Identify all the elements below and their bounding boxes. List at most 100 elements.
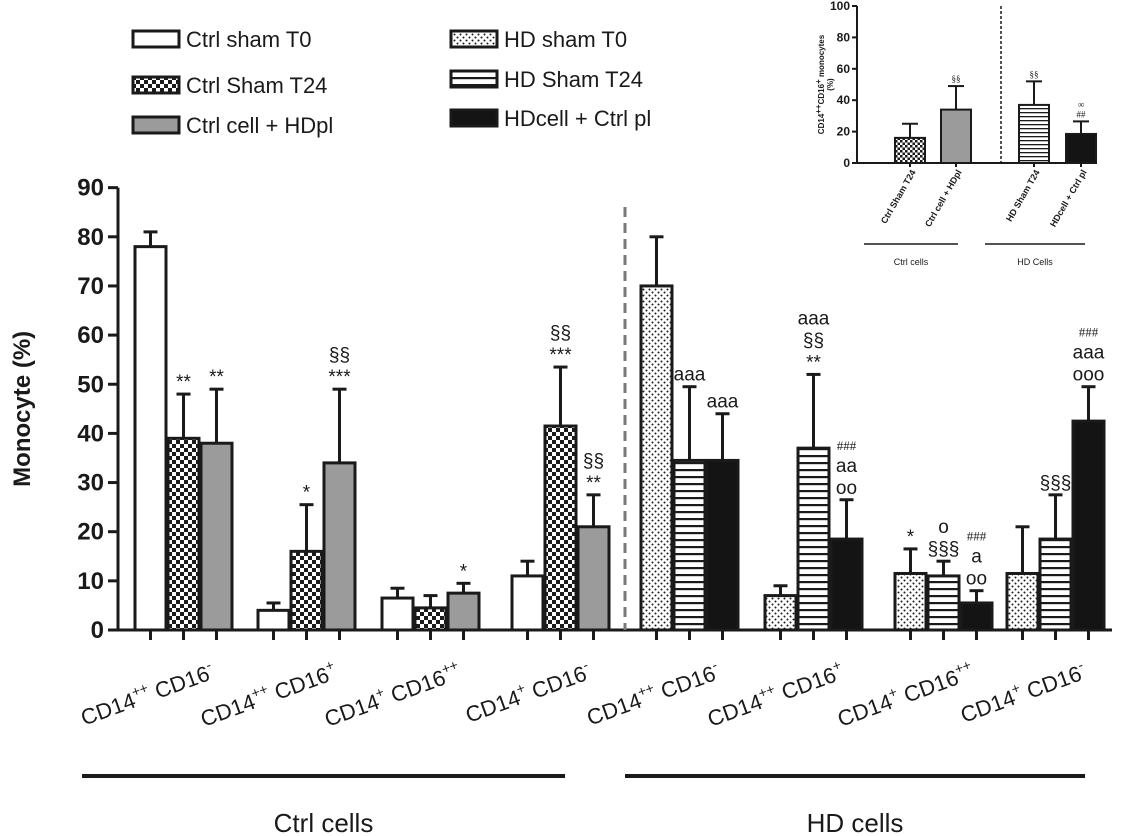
x-category-label: CD14+ CD16-	[956, 656, 1089, 727]
y-tick-label: 60	[77, 322, 104, 349]
significance-label: aaa	[674, 365, 706, 386]
legend-swatch-hd-sham-t24	[449, 69, 499, 89]
bar-hd-sham-t0	[763, 594, 798, 632]
legend-swatch-ctrl-sham-t0	[131, 29, 181, 49]
bar-hd-sham-t24	[1038, 537, 1073, 632]
inset-x-category-label: Ctrl Sham T24	[879, 168, 918, 225]
legend-label-ctrl-cell-hdpl: Ctrl cell + HDpl	[186, 113, 333, 138]
y-tick-label: 80	[77, 224, 104, 251]
inset-group-label: Ctrl cells	[894, 257, 929, 267]
bar-hd-sham-t0	[893, 571, 928, 632]
y-tick-label: 70	[77, 273, 104, 300]
bar-hdcell-ctrl-pl	[959, 601, 994, 632]
inset-y-axis-unit: (%)	[826, 78, 835, 91]
significance-label: **	[209, 367, 224, 388]
inset-y-tick-label: 100	[830, 0, 850, 13]
significance-label: ooo	[1073, 365, 1105, 386]
significance-label: aaa	[798, 308, 830, 329]
bar-ctrl-sham-t24	[413, 606, 448, 632]
significance-label: §§	[803, 330, 824, 351]
group-label: Ctrl cells	[274, 808, 374, 836]
significance-label: §§	[550, 323, 571, 344]
legend-label-hdcell-ctrl-pl: HDcell + Ctrl pl	[504, 106, 651, 131]
y-tick-label: 90	[77, 175, 104, 202]
bar-ctrl-cell-hdpl	[322, 461, 357, 632]
inset-significance-label: §§	[952, 74, 961, 84]
x-category-label: CD14++ CD16-	[76, 656, 217, 730]
bar-hd-sham-t24	[796, 446, 831, 632]
legend-label-hd-sham-t0: HD sham T0	[504, 27, 627, 52]
inset-y-tick-label: 60	[837, 62, 851, 76]
bar-ctrl-sham-t0	[380, 596, 415, 632]
significance-label: ###	[1079, 325, 1099, 340]
significance-label: §§§	[928, 539, 960, 560]
legend-swatch-hd-sham-t0	[449, 29, 499, 49]
significance-label: ###	[837, 438, 857, 453]
inset-bar-hdcell-ctrl-pl	[1065, 132, 1097, 165]
inset-y-tick-label: 0	[843, 156, 850, 170]
significance-label: **	[806, 352, 821, 373]
bar-hd-sham-t24	[926, 574, 961, 632]
significance-label: §§§	[1040, 473, 1072, 494]
significance-label: aa	[836, 456, 858, 477]
inset-y-axis-title: CD14++CD16+ monocytes	[814, 34, 826, 134]
bar-hdcell-ctrl-pl	[1071, 419, 1106, 632]
inset-significance-label: ##	[1077, 109, 1087, 119]
y-tick-label: 30	[77, 470, 104, 497]
bar-ctrl-sham-t24	[543, 424, 578, 632]
y-tick-label: 20	[77, 519, 104, 546]
significance-label: *	[303, 483, 311, 504]
legend-label-ctrl-sham-t0: Ctrl sham T0	[186, 27, 312, 52]
inset-y-tick-label: 40	[837, 93, 851, 107]
y-axis-title: Monocyte (%)	[9, 331, 36, 487]
y-tick-label: 50	[77, 371, 104, 398]
inset-significance-label: §§	[1030, 69, 1039, 79]
legend-swatch-ctrl-cell-hdpl	[131, 115, 181, 135]
significance-label: **	[586, 473, 601, 494]
y-tick-label: 40	[77, 420, 104, 447]
bar-ctrl-sham-t24	[289, 549, 324, 632]
significance-label: ***	[549, 345, 572, 366]
bar-ctrl-cell-hdpl	[576, 525, 611, 632]
significance-label: o	[938, 517, 949, 538]
significance-label: aaa	[707, 392, 739, 413]
significance-label: *	[907, 527, 915, 548]
x-category-label: CD14+ CD16++	[320, 656, 464, 731]
bar-hd-sham-t0	[1005, 571, 1040, 632]
inset-chart: 0 20 40 60 80 100 CD14++CD16+ monocytes(%) Ctrl…	[814, 0, 1097, 267]
x-category-label: CD14++ CD16+	[196, 656, 340, 731]
bar-ctrl-sham-t24	[166, 436, 201, 632]
inset-y-tick-label: 20	[837, 125, 851, 139]
bar-ctrl-cell-hdpl	[446, 591, 481, 632]
significance-label: a	[971, 547, 982, 568]
inset-significance-label: ∞	[1078, 99, 1084, 109]
inset-group-label: HD Cells	[1017, 257, 1053, 267]
significance-label: §§	[329, 345, 350, 366]
inset-bar-ctrl-cell-hdpl	[940, 108, 972, 165]
y-tick-label: 10	[77, 568, 104, 595]
significance-label: oo	[836, 478, 857, 499]
bar-hdcell-ctrl-pl	[705, 458, 740, 632]
bar-hd-sham-t24	[672, 458, 707, 632]
legend-label-ctrl-sham-t24: Ctrl Sham T24	[186, 73, 327, 98]
inset-x-category-label: HD Sham T24	[1004, 168, 1042, 223]
bar-hdcell-ctrl-pl	[829, 537, 864, 632]
x-category-label: CD14+ CD16++	[833, 656, 977, 731]
significance-label: ***	[328, 367, 351, 388]
x-category-label: CD14++ CD16-	[582, 656, 723, 730]
x-category-label: CD14+ CD16-	[461, 656, 594, 727]
bar-ctrl-sham-t0	[510, 574, 545, 632]
significance-label: **	[176, 372, 191, 393]
significance-label: oo	[966, 569, 987, 590]
inset-bar-hd-sham-t24	[1018, 103, 1050, 165]
significance-label: *	[460, 561, 468, 582]
legend-swatch-hdcell-ctrl-pl	[449, 108, 499, 128]
legend-swatch-ctrl-sham-t24	[131, 75, 181, 95]
inset-x-category-label: Ctrl cell + HDpl	[923, 168, 964, 229]
inset-bar-ctrl-sham-t24	[894, 136, 926, 165]
group-label: HD cells	[807, 808, 904, 836]
legend: Ctrl sham T0 Ctrl Sham T24 Ctrl cell + HDp…	[131, 27, 651, 138]
significance-label: §§	[583, 451, 604, 472]
